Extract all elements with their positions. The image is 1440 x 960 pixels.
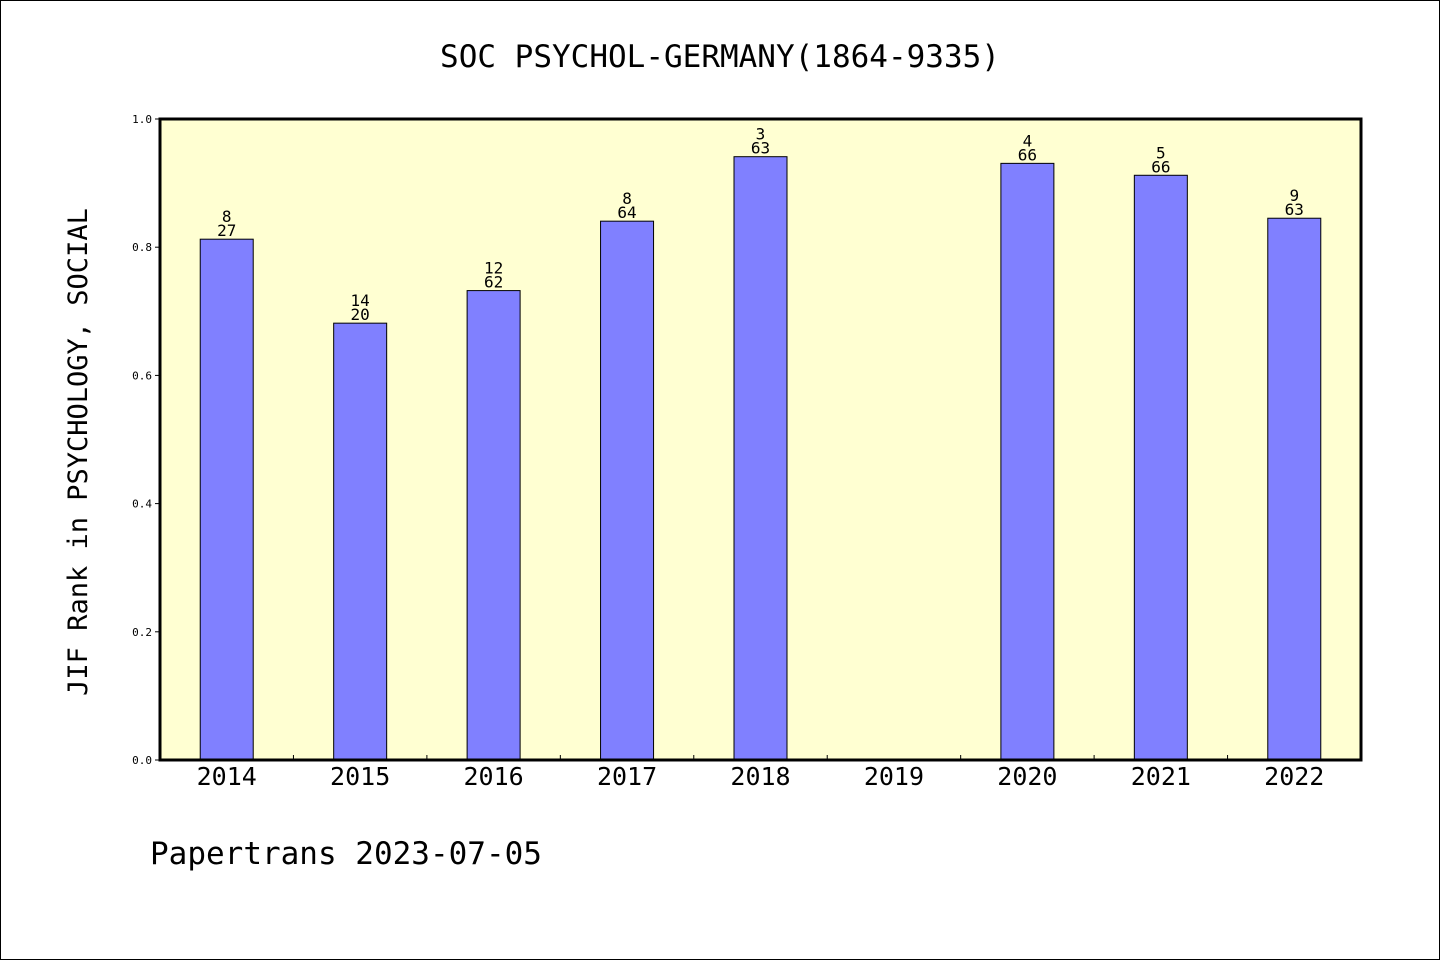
total-label: 66 [1151,157,1170,176]
rank-label: 5 [1156,143,1166,162]
y-axis-label: JIF Rank in PSYCHOLOGY, SOCIAL [63,208,94,696]
x-tick-label: 2015 [330,762,390,791]
y-tick-label: 0.8 [132,241,152,254]
bar-2021 [1133,174,1188,761]
bar-2022 [1267,217,1322,761]
bar-2018 [733,156,788,761]
footer-text: Papertrans 2023-07-05 [150,836,542,872]
plot-border [158,117,1363,762]
x-tick-label: 2021 [1131,762,1191,791]
rank-label: 9 [1289,186,1299,205]
total-label: 64 [617,203,636,222]
chart-title: SOC PSYCHOL-GERMANY(1864-9335) [440,39,1000,75]
x-tick-label: 2016 [464,762,524,791]
bar-2016 [466,290,521,761]
rank-label: 8 [622,189,632,208]
rank-label: 3 [756,125,766,144]
total-label: 63 [751,139,770,158]
x-tick-label: 2019 [864,762,924,791]
y-tick-label: 0.0 [132,754,152,767]
y-tick-label: 1.0 [132,113,152,126]
bar-2015 [333,322,388,761]
y-tick-label: 0.4 [132,498,152,511]
total-label: 63 [1285,200,1304,219]
total-label: 20 [351,305,370,324]
x-tick-label: 2018 [730,762,790,791]
x-tick-label: 2014 [197,762,257,791]
bars-group [199,156,1322,761]
bar-2017 [600,220,655,761]
x-axis: 2014 2015 2016 2017 2018 2019 2020 2021 2022 [197,755,1324,791]
x-tick-label: 2020 [997,762,1057,791]
y-axis: 0.0 0.2 0.4 0.6 0.8 1.0 [132,113,160,767]
total-label: 62 [484,273,503,292]
rank-label: 8 [222,207,232,226]
x-tick-label: 2017 [597,762,657,791]
bar-2020 [1000,162,1055,761]
total-label: 66 [1018,145,1037,164]
total-label: 27 [217,221,236,240]
rank-label: 12 [484,259,503,278]
rank-label: 14 [351,291,370,310]
y-tick-label: 0.6 [132,369,152,382]
rank-label: 4 [1023,131,1033,150]
y-tick-label: 0.2 [132,626,152,639]
bar-2014 [199,238,254,761]
x-tick-label: 2022 [1264,762,1324,791]
